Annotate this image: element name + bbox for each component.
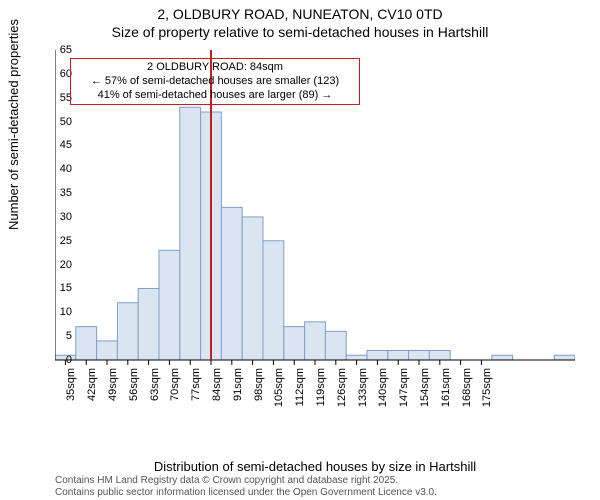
title-line-1: 2, OLDBURY ROAD, NUNEATON, CV10 0TD (0, 6, 600, 24)
x-tick-label: 105sqm (273, 368, 285, 408)
histogram-bar (346, 355, 367, 360)
y-tick-label: 5 (32, 330, 72, 342)
y-tick-label: 50 (32, 116, 72, 128)
histogram-bar (180, 107, 201, 360)
x-tick-label: 35sqm (65, 368, 77, 408)
y-tick-label: 65 (32, 44, 72, 56)
x-tick-label: 91sqm (232, 368, 244, 408)
x-tick-label: 140sqm (377, 368, 389, 408)
histogram-bar (159, 250, 180, 360)
x-tick-label: 49sqm (107, 368, 119, 408)
y-tick-label: 25 (32, 235, 72, 247)
x-tick-label: 42sqm (86, 368, 98, 408)
title-block: 2, OLDBURY ROAD, NUNEATON, CV10 0TD Size… (0, 0, 600, 41)
annotation-line-1: 2 OLDBURY ROAD: 84sqm (75, 61, 355, 75)
x-tick-label: 84sqm (211, 368, 223, 408)
histogram-bar (97, 341, 118, 360)
x-tick-label: 147sqm (398, 368, 410, 408)
chart-container: 2, OLDBURY ROAD, NUNEATON, CV10 0TD Size… (0, 0, 600, 500)
histogram-bar (138, 288, 159, 360)
x-tick-label: 161sqm (440, 368, 452, 408)
y-tick-label: 20 (32, 259, 72, 271)
y-axis-label: Number of semi-detached properties (6, 19, 21, 230)
histogram-bar (429, 350, 450, 360)
histogram-bar (305, 322, 326, 360)
y-tick-label: 10 (32, 306, 72, 318)
title-line-2: Size of property relative to semi-detach… (0, 24, 600, 42)
annotation-line-2: ← 57% of semi-detached houses are smalle… (75, 75, 355, 89)
footer-line-1: Contains HM Land Registry data © Crown c… (55, 475, 437, 487)
histogram-bar (388, 350, 409, 360)
annotation-line-3: 41% of semi-detached houses are larger (… (75, 89, 355, 103)
y-tick-label: 55 (32, 92, 72, 104)
histogram-svg (55, 50, 575, 420)
footer-line-2: Contains public sector information licen… (55, 487, 437, 499)
histogram-bar (263, 241, 284, 360)
x-tick-label: 98sqm (253, 368, 265, 408)
footer-attribution: Contains HM Land Registry data © Crown c… (55, 475, 437, 498)
histogram-bar (409, 350, 430, 360)
plot-area (55, 50, 575, 420)
y-tick-label: 30 (32, 211, 72, 223)
x-tick-label: 63sqm (149, 368, 161, 408)
histogram-bar (117, 303, 138, 360)
y-tick-label: 0 (32, 354, 72, 366)
x-tick-label: 70sqm (169, 368, 181, 408)
y-tick-label: 40 (32, 163, 72, 175)
x-tick-label: 168sqm (461, 368, 473, 408)
histogram-bar (76, 327, 97, 360)
x-tick-label: 112sqm (294, 368, 306, 408)
histogram-bar (284, 327, 305, 360)
x-axis-label: Distribution of semi-detached houses by … (55, 459, 575, 474)
histogram-bar (554, 355, 575, 360)
y-tick-label: 15 (32, 282, 72, 294)
x-tick-label: 119sqm (315, 368, 327, 408)
histogram-bar (367, 350, 388, 360)
x-tick-label: 133sqm (357, 368, 369, 408)
histogram-bar (492, 355, 513, 360)
histogram-bar (325, 331, 346, 360)
x-tick-label: 77sqm (190, 368, 202, 408)
x-tick-label: 56sqm (128, 368, 140, 408)
y-tick-label: 45 (32, 139, 72, 151)
y-tick-label: 35 (32, 187, 72, 199)
x-tick-label: 154sqm (419, 368, 431, 408)
y-tick-label: 60 (32, 68, 72, 80)
x-tick-label: 126sqm (336, 368, 348, 408)
annotation-box: 2 OLDBURY ROAD: 84sqm ← 57% of semi-deta… (70, 58, 360, 105)
x-tick-label: 175sqm (481, 368, 493, 408)
histogram-bar (242, 217, 263, 360)
histogram-bar (221, 207, 242, 360)
